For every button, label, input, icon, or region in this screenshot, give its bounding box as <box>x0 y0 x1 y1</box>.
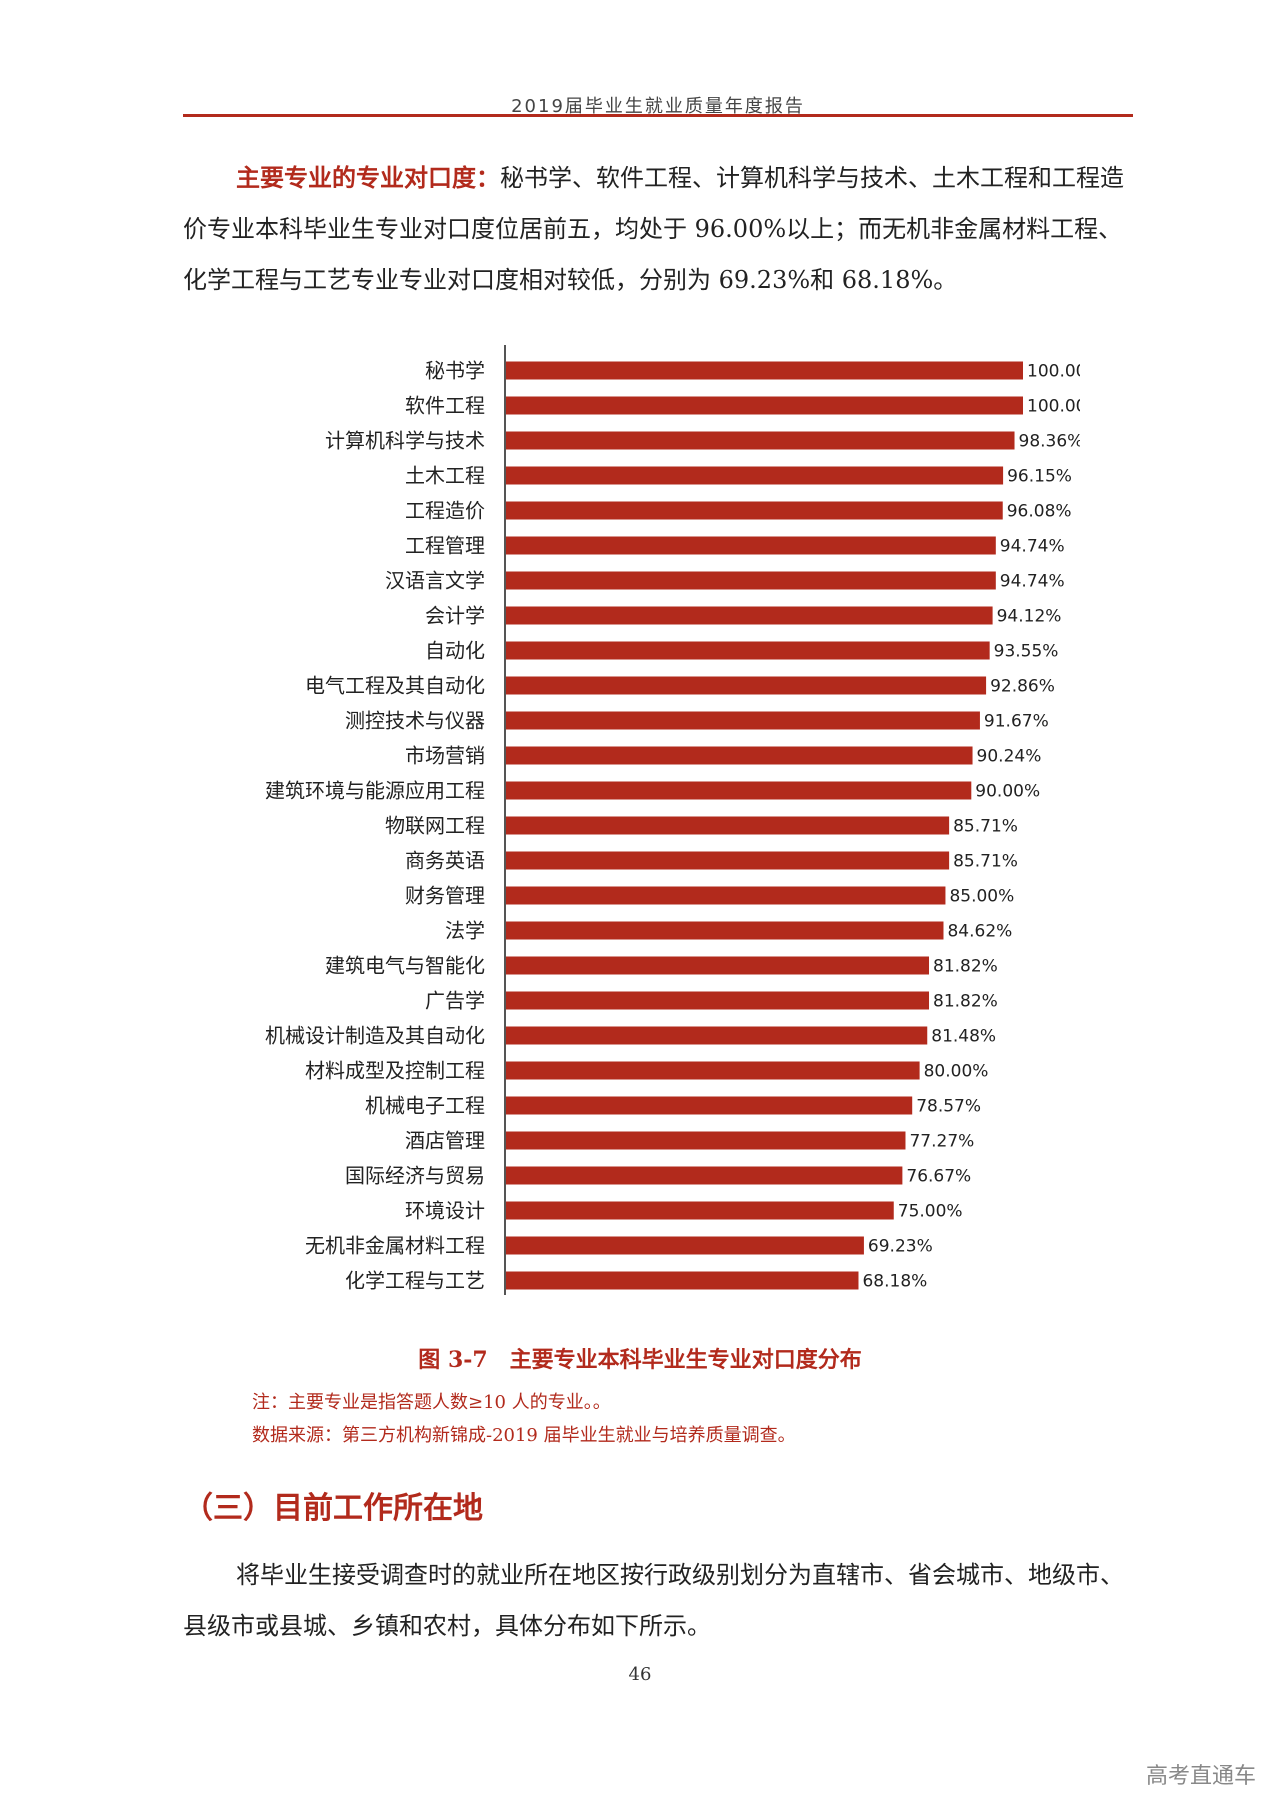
category-label: 计算机科学与技术 <box>325 429 485 453</box>
category-label: 国际经济与贸易 <box>345 1164 485 1188</box>
bar-value-label: 85.00% <box>949 887 1014 907</box>
figure-caption: 图 3-7 主要专业本科毕业生专业对口度分布 <box>418 1347 862 1373</box>
category-label: 机械设计制造及其自动化 <box>265 1024 485 1048</box>
bar-value-label: 90.24% <box>977 747 1042 767</box>
intro-label: 主要专业的专业对口度： <box>236 163 500 192</box>
page-number: 46 <box>628 1664 652 1685</box>
category-label: 广告学 <box>425 989 485 1013</box>
category-label: 商务英语 <box>405 849 485 873</box>
bar-value-label: 94.12% <box>997 607 1062 627</box>
bar-value-label: 85.71% <box>953 852 1018 872</box>
bar-value-label: 80.00% <box>924 1062 989 1082</box>
bar-value-label: 68.18% <box>862 1272 927 1292</box>
bar <box>506 1201 894 1220</box>
bar <box>506 641 990 660</box>
header-divider <box>183 114 1133 117</box>
bar-value-label: 100.00% <box>1027 362 1080 382</box>
bar-value-label: 96.08% <box>1007 502 1072 522</box>
bar-value-label: 69.23% <box>868 1237 933 1257</box>
bar-value-label: 85.71% <box>953 817 1018 837</box>
section-text: 将毕业生接受调查时的就业所在地区按行政级别划分为直辖市、省会城市、地级市、县级市… <box>183 1561 1124 1640</box>
category-label: 建筑环境与能源应用工程 <box>265 779 485 803</box>
bar <box>506 1061 920 1080</box>
category-label: 秘书学 <box>425 359 485 383</box>
bar-value-label: 94.74% <box>1000 572 1065 592</box>
bar <box>506 851 950 870</box>
bar-value-label: 81.82% <box>933 992 998 1012</box>
watermark: 高考直通车 <box>1145 1764 1256 1789</box>
category-label: 机械电子工程 <box>365 1094 485 1118</box>
bar-value-label: 91.67% <box>984 712 1049 732</box>
bar <box>506 1271 859 1290</box>
report-header: 2019届毕业生就业质量年度报告 <box>511 96 805 117</box>
bar <box>506 1131 906 1150</box>
bar <box>506 816 950 835</box>
category-label: 酒店管理 <box>405 1129 485 1153</box>
category-label: 测控技术与仪器 <box>345 709 485 733</box>
bar <box>506 921 944 940</box>
category-label: 土木工程 <box>405 464 485 488</box>
bar <box>506 466 1004 485</box>
figure-source: 数据来源：第三方机构新锦成-2019 届毕业生就业与培养质量调查。 <box>252 1425 796 1446</box>
figure-note: 注：主要专业是指答题人数≥10 人的专业。。 <box>252 1392 611 1413</box>
bar <box>506 536 996 555</box>
bar <box>506 606 993 625</box>
bar <box>506 571 996 590</box>
category-label: 电气工程及其自动化 <box>305 674 485 698</box>
category-label: 无机非金属材料工程 <box>305 1234 485 1258</box>
category-label: 财务管理 <box>405 884 485 908</box>
bar-value-label: 84.62% <box>947 922 1012 942</box>
section-heading: （三）目前工作所在地 <box>183 1491 483 1526</box>
bar <box>506 501 1003 520</box>
bar-value-label: 90.00% <box>975 782 1040 802</box>
category-label: 工程造价 <box>405 499 485 523</box>
bar-value-label: 93.55% <box>994 642 1059 662</box>
category-label: 法学 <box>445 919 485 943</box>
bar-value-label: 98.36% <box>1019 432 1080 452</box>
bar-value-label: 92.86% <box>990 677 1055 697</box>
bar <box>506 361 1023 380</box>
category-label: 化学工程与工艺 <box>345 1269 485 1293</box>
category-label: 自动化 <box>425 639 485 663</box>
bar-value-label: 81.82% <box>933 957 998 977</box>
bar <box>506 431 1015 450</box>
bar <box>506 1166 903 1185</box>
bar <box>506 396 1023 415</box>
category-label: 会计学 <box>425 604 485 628</box>
bar-value-label: 78.57% <box>916 1097 981 1117</box>
category-label: 市场营销 <box>405 744 485 768</box>
bar <box>506 711 980 730</box>
bar <box>506 676 987 695</box>
category-label: 材料成型及控制工程 <box>305 1059 485 1083</box>
category-label: 建筑电气与智能化 <box>325 954 485 978</box>
bar-value-label: 100.00% <box>1027 397 1080 417</box>
bar-value-label: 81.48% <box>931 1027 996 1047</box>
bar-value-label: 94.74% <box>1000 537 1065 557</box>
bar <box>506 746 973 765</box>
category-label: 汉语言文学 <box>385 569 485 593</box>
bar-value-label: 75.00% <box>898 1202 963 1222</box>
bar <box>506 1026 928 1045</box>
category-label: 物联网工程 <box>385 814 485 838</box>
bar <box>506 1236 864 1255</box>
major-match-bar-chart: 秘书学 100.00% 软件工程 100.00% 计算机科学与技术 98.36% 土木工程 9… <box>265 345 1080 1295</box>
bar <box>506 886 946 905</box>
bar-value-label: 77.27% <box>909 1132 974 1152</box>
section-paragraph: 将毕业生接受调查时的就业所在地区按行政级别划分为直辖市、省会城市、地级市、县级市… <box>183 1550 1133 1652</box>
intro-text: 秘书学、软件工程、计算机科学与技术、土木工程和工程造价专业本科毕业生专业对口度位… <box>183 164 1124 294</box>
category-label: 工程管理 <box>405 534 485 558</box>
bar <box>506 1096 913 1115</box>
bar <box>506 781 972 800</box>
bar <box>506 956 930 975</box>
intro-paragraph: 主要专业的专业对口度：秘书学、软件工程、计算机科学与技术、土木工程和工程造价专业… <box>183 152 1133 306</box>
category-label: 环境设计 <box>405 1199 485 1223</box>
bar-value-label: 96.15% <box>1007 467 1072 487</box>
category-label: 软件工程 <box>405 394 485 418</box>
bar <box>506 991 930 1010</box>
bar-value-label: 76.67% <box>906 1167 971 1187</box>
